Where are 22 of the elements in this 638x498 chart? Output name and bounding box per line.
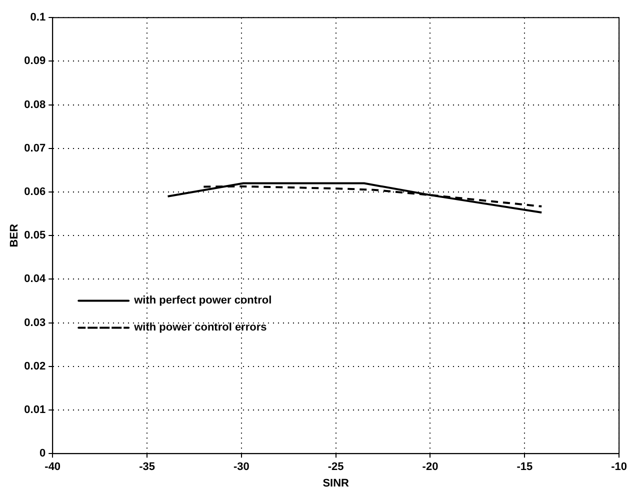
x-tick-label: -20 (422, 461, 438, 474)
x-tick-label: -40 (44, 461, 61, 474)
y-tick-label: 0.02 (24, 360, 46, 372)
y-axis-title: BER (8, 224, 21, 248)
y-tick-label: 0.06 (24, 186, 46, 198)
y-tick-label: 0.09 (24, 55, 46, 68)
y-tick-label: 0.08 (24, 98, 46, 111)
y-tick-label: 0.07 (24, 142, 46, 154)
x-tick-label: -10 (611, 461, 628, 474)
legend-label: with power control errors (133, 322, 267, 334)
x-tick-label: -30 (233, 461, 250, 474)
y-tick-label: 0.04 (24, 273, 46, 286)
legend-label: with perfect power control (133, 294, 272, 307)
x-tick-label: -35 (139, 461, 155, 474)
x-tick-label: -15 (516, 461, 533, 474)
y-tick-label: 0.05 (24, 230, 46, 242)
x-tick-label: -25 (328, 461, 344, 474)
x-axis-title: SINR (322, 477, 350, 490)
y-tick-label: 0.01 (24, 404, 46, 416)
y-tick-label: 0 (39, 448, 46, 460)
y-tick-label: 0.1 (30, 12, 46, 24)
y-tick-label: 0.03 (24, 316, 46, 329)
